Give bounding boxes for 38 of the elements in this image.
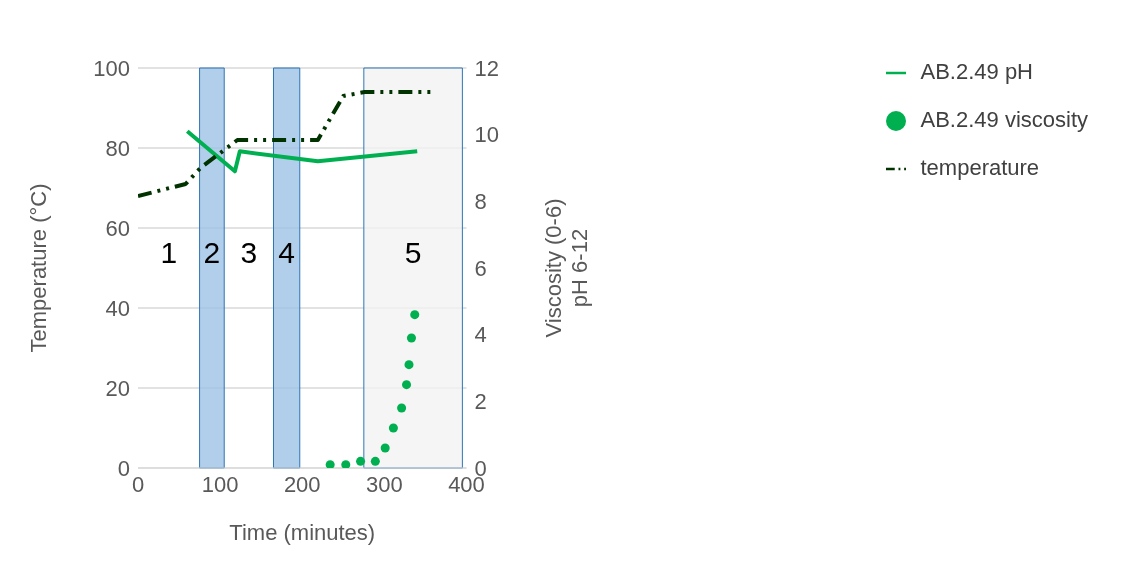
point bbox=[406, 333, 416, 343]
annotation: 1 bbox=[160, 235, 178, 269]
point bbox=[404, 360, 414, 370]
legend-label: AB.2.49 pH bbox=[920, 59, 1033, 84]
point bbox=[370, 456, 380, 466]
y-tick-label: 40 bbox=[105, 295, 130, 321]
annotation: 4 bbox=[278, 235, 295, 269]
point bbox=[410, 310, 420, 320]
point bbox=[397, 403, 407, 413]
annotation: 3 bbox=[240, 235, 258, 269]
point bbox=[380, 443, 390, 453]
legend-label: AB.2.49 viscosity bbox=[920, 107, 1088, 132]
annotation: 2 bbox=[203, 235, 221, 269]
y2-axis-title: Viscosity (0-6) pH 6-12 bbox=[541, 198, 593, 338]
x-tick-label: 100 bbox=[201, 471, 239, 497]
point bbox=[341, 460, 351, 468]
legend-label: temperature bbox=[920, 155, 1040, 180]
y-axis-title: Temperature (°C) bbox=[25, 183, 51, 353]
y2-tick-label: 12 bbox=[474, 55, 499, 81]
y-tick-label: 80 bbox=[105, 135, 130, 161]
y2-tick-label: 8 bbox=[474, 189, 487, 215]
x-tick-label: 200 bbox=[283, 471, 321, 497]
y2-tick-label: 2 bbox=[474, 389, 487, 415]
y2-tick-label: 10 bbox=[474, 122, 499, 148]
y-tick-label: 20 bbox=[105, 375, 130, 401]
point bbox=[402, 380, 412, 390]
y2-tick-label: 6 bbox=[474, 255, 487, 281]
line-series bbox=[185, 129, 420, 174]
x-tick-label: 300 bbox=[366, 471, 403, 497]
point bbox=[325, 460, 335, 468]
y-tick-label: 60 bbox=[105, 215, 130, 241]
y2-tick-label: 4 bbox=[474, 322, 487, 348]
y-tick-label: 100 bbox=[93, 55, 130, 81]
annotation: 5 bbox=[404, 235, 422, 269]
y-tick-label: 0 bbox=[117, 455, 130, 481]
x-axis-title: Time (minutes) bbox=[229, 520, 376, 545]
point bbox=[388, 423, 398, 433]
point bbox=[356, 456, 366, 466]
